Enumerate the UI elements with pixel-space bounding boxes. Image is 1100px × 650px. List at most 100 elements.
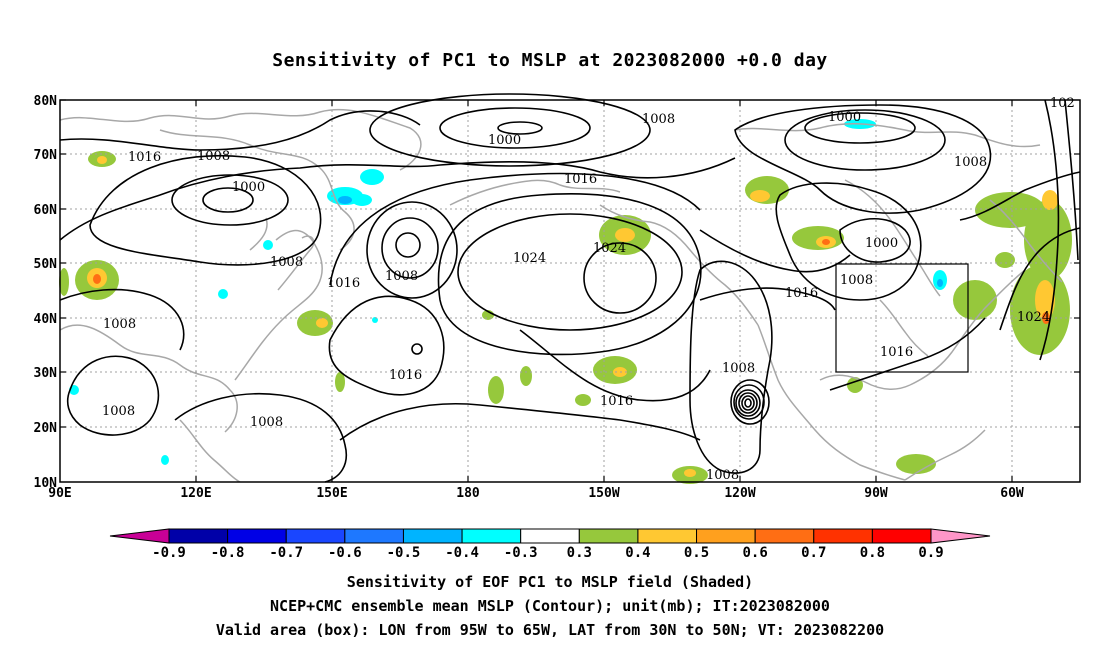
colorbar-label: 0.7 bbox=[801, 545, 826, 561]
contour-china-1008 bbox=[66, 355, 160, 436]
contour-hudson-outer bbox=[775, 182, 922, 301]
contour-kamchatka-outer bbox=[366, 201, 458, 299]
lat-tick-40n: 40N bbox=[34, 312, 58, 327]
contour-greenland-inner bbox=[804, 112, 916, 144]
contour-china-outer bbox=[59, 288, 185, 351]
contour-label-1000-siberia: 1000 bbox=[232, 180, 265, 195]
contour-aleutian-low-outer bbox=[369, 93, 651, 167]
contour-kamchatka-mid bbox=[381, 217, 439, 279]
colorbar-label: 0.5 bbox=[684, 545, 709, 561]
lon-tick-60w: 60W bbox=[1000, 486, 1024, 501]
contour-label-1016-japan: 1016 bbox=[327, 276, 360, 291]
map-frame bbox=[59, 99, 1081, 483]
contour-subtropics-1016b bbox=[339, 402, 701, 441]
contour-atlantic-1016 bbox=[959, 171, 1081, 221]
contour-label-1016-arctic: 1016 bbox=[564, 172, 597, 187]
colorbar-cell bbox=[637, 528, 698, 544]
contour-east-us-1016 bbox=[829, 317, 986, 391]
contour-label-1016-west-pacific: 1016 bbox=[389, 368, 422, 383]
contour-subtropics-1016 bbox=[519, 329, 711, 402]
contour-label-1008-china: 1008 bbox=[103, 317, 136, 332]
contour-aleutian-low-inner bbox=[497, 121, 543, 135]
contour-label-1016-siberia: 1016 bbox=[128, 150, 161, 165]
footer-contour-description: NCEP+CMC ensemble mean MSLP (Contour); u… bbox=[270, 597, 830, 615]
contour-japan-small-low bbox=[411, 343, 423, 355]
contour-atlantic-right2 bbox=[1064, 99, 1079, 261]
contour-label-1016-subtropics: 1016 bbox=[600, 394, 633, 409]
colorbar-cell bbox=[461, 528, 522, 544]
contour-hurricane-6 bbox=[730, 379, 770, 425]
contour-pacific-1016b bbox=[329, 172, 701, 286]
contour-atlantic-right bbox=[1039, 99, 1060, 361]
contour-label-1008-siberia: 1008 bbox=[197, 149, 230, 164]
colorbar-cell bbox=[871, 528, 932, 544]
contour-mexico-1008 bbox=[689, 260, 773, 474]
contour-west-us bbox=[699, 229, 851, 273]
contour-hurricane-2 bbox=[741, 395, 755, 411]
contour-japan-1016 bbox=[328, 295, 445, 396]
contour-hudson-1000 bbox=[839, 218, 911, 263]
colorbar-label: -0.7 bbox=[269, 545, 303, 561]
contour-label-1008-mexico: 1008 bbox=[706, 468, 739, 483]
contour-west-pacific bbox=[174, 392, 347, 483]
contour-hurricane-1 bbox=[744, 398, 752, 408]
colorbar-label: -0.8 bbox=[211, 545, 245, 561]
mslp-contours bbox=[59, 93, 1081, 483]
colorbar-cell bbox=[402, 528, 463, 544]
lat-tick-20n: 20N bbox=[34, 421, 58, 436]
lat-tick-30n: 30N bbox=[34, 366, 58, 381]
contour-aleutian-low-mid bbox=[439, 107, 591, 149]
contour-label-1000-greenland: 1000 bbox=[828, 110, 861, 125]
contour-label-1016-us: 1016 bbox=[785, 286, 818, 301]
contour-north-pacific-1008 bbox=[59, 157, 736, 241]
contour-label-1008-south-china: 1008 bbox=[250, 415, 283, 430]
contour-pacific-high-inner bbox=[583, 242, 657, 314]
colorbar-right-arrow bbox=[930, 528, 991, 544]
contour-label-1024-pacific-high: 1024 bbox=[513, 251, 546, 266]
lon-tick-150w: 150W bbox=[588, 486, 619, 501]
colorbar-label: 0.3 bbox=[567, 545, 592, 561]
contour-label-1000-aleutian: 1000 bbox=[488, 133, 521, 148]
lon-tick-90w: 90W bbox=[864, 486, 888, 501]
lon-tick-labels: 90E 120E 150E 180 150W 120W 90W 60W bbox=[48, 486, 1024, 501]
colorbar-cell bbox=[696, 528, 756, 544]
contour-label-1024-atlantic: 1024 bbox=[1017, 310, 1050, 325]
contour-pacific-high-1024 bbox=[457, 213, 683, 331]
contour-label-102-corner: 102 bbox=[1050, 96, 1075, 111]
colorbar-cell bbox=[813, 528, 873, 544]
contour-label-1000-hudson: 1000 bbox=[865, 236, 898, 251]
lat-tick-80n: 80N bbox=[34, 94, 58, 109]
colorbar-left-arrow bbox=[109, 528, 170, 544]
colorbar-label: -0.6 bbox=[328, 545, 362, 561]
contour-pacific-1016 bbox=[437, 193, 702, 356]
colorbar-cells bbox=[168, 528, 932, 544]
contour-label-1008-philippines: 1008 bbox=[102, 404, 135, 419]
contour-kamchatka-inner bbox=[395, 232, 421, 258]
contour-hurricane-4 bbox=[735, 389, 761, 417]
contour-label-1008-japan: 1008 bbox=[270, 255, 303, 270]
lon-tick-150e: 150E bbox=[316, 486, 347, 501]
contour-greenland-mid bbox=[784, 109, 946, 171]
colorbar-cell bbox=[344, 528, 404, 544]
map-background bbox=[60, 100, 1080, 482]
contour-hurricane-5 bbox=[733, 384, 765, 420]
lat-tick-60n: 60N bbox=[34, 203, 58, 218]
colorbar-labels: -0.9 -0.8 -0.7 -0.6 -0.5 -0.4 -0.3 0.3 0.4 0.5 0.6… bbox=[152, 545, 944, 561]
footer-valid-area: Valid area (box): LON from 95W to 65W, L… bbox=[215, 621, 885, 639]
colorbar-cell bbox=[285, 528, 346, 544]
lat-tick-labels: 80N 70N 60N 50N 40N 30N 20N 10N bbox=[34, 94, 58, 491]
lon-tick-90e: 90E bbox=[48, 486, 71, 501]
colorbar-label: 0.8 bbox=[860, 545, 885, 561]
valid-area-box bbox=[835, 263, 969, 373]
colorbar-label: -0.4 bbox=[445, 545, 479, 561]
colorbar: -0.9 -0.8 -0.7 -0.6 -0.5 -0.4 -0.3 0.3 0.4 0.5 0.6… bbox=[109, 528, 991, 561]
colorbar-cell bbox=[578, 528, 639, 544]
chart-title: Sensitivity of PC1 to MSLP at 2023082000… bbox=[272, 50, 828, 71]
lat-tick-50n: 50N bbox=[34, 257, 58, 272]
colorbar-label: 0.6 bbox=[743, 545, 768, 561]
contour-label-1008-canada: 1008 bbox=[954, 155, 987, 170]
contour-label-1008-kamchatka: 1008 bbox=[385, 269, 418, 284]
lon-tick-120e: 120E bbox=[180, 486, 211, 501]
contour-greenland-1008 bbox=[734, 104, 992, 214]
